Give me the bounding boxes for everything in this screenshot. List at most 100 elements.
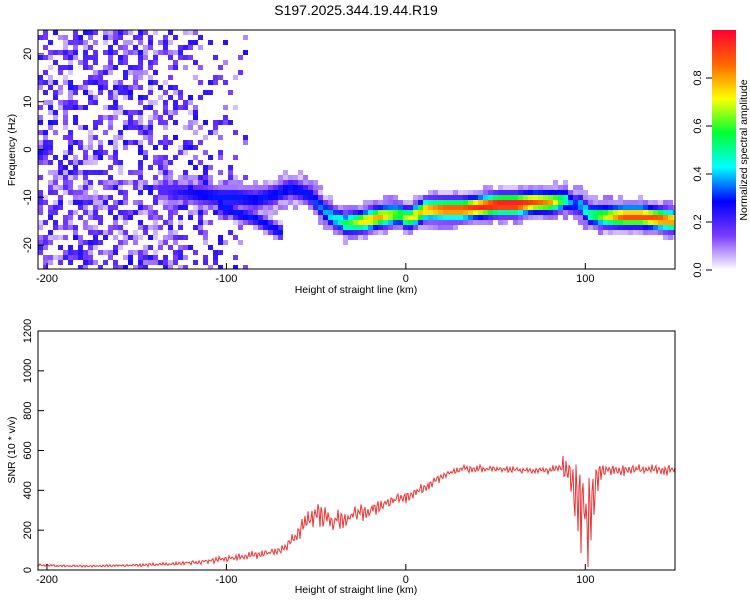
spectrogram-cell: [358, 230, 363, 235]
spectrogram-cell: [103, 65, 108, 70]
spectrogram-cell: [128, 40, 133, 45]
spectrogram-cell: [38, 225, 43, 230]
spectrogram-cell: [228, 165, 233, 170]
spectrogram-cell: [198, 215, 203, 220]
spectrogram-cell: [673, 205, 675, 210]
spectrogram-cell: [603, 220, 608, 225]
spectrogram-cell: [258, 210, 263, 215]
spectrogram-cell: [138, 185, 143, 190]
spectrogram-cell: [168, 75, 173, 80]
spectrogram-cell: [163, 235, 168, 240]
spectrogram-cell: [123, 240, 128, 245]
spectrogram-cell: [443, 200, 448, 205]
spectrogram-cell: [113, 105, 118, 110]
spectrogram-cell: [573, 185, 578, 190]
spectrogram-cell: [148, 190, 153, 195]
spectrogram-cell: [83, 255, 88, 260]
spectrogram-cell: [48, 75, 53, 80]
spectrogram-cell: [663, 210, 668, 215]
spectrogram-cell: [613, 230, 618, 235]
spectrogram-cell: [658, 230, 663, 235]
spectrogram-cell: [163, 40, 168, 45]
spectrogram-cell: [593, 215, 598, 220]
spectrogram-cell: [568, 195, 573, 200]
spectrogram-cell: [243, 265, 248, 269]
spectrogram-cell: [273, 230, 278, 235]
spectrogram-cell: [428, 200, 433, 205]
spectrogram-cell: [98, 215, 103, 220]
spectrogram-cell: [68, 55, 73, 60]
colorbar-tick-label: 0.8: [692, 70, 704, 85]
spectrogram-cell: [68, 260, 73, 265]
spectrogram-cell: [108, 45, 113, 50]
spectrogram-cell: [673, 210, 675, 215]
spectrogram-cell: [443, 195, 448, 200]
spectrogram-cell: [78, 200, 83, 205]
spectrogram-cell: [43, 70, 48, 75]
spectrogram-cell: [213, 80, 218, 85]
spectrogram-cell: [48, 55, 53, 60]
spectrogram-cell: [533, 200, 538, 205]
spectrogram-cell: [68, 160, 73, 165]
spectrogram-cell: [183, 180, 188, 185]
spectrogram-cell: [393, 210, 398, 215]
spectrogram-cell: [453, 195, 458, 200]
spectrogram-cell: [313, 210, 318, 215]
spectrogram-cell: [68, 210, 73, 215]
spectrogram-cell: [123, 220, 128, 225]
spectrogram-cell: [253, 180, 258, 185]
spectrogram-cell: [153, 175, 158, 180]
spectrogram-cells: [38, 30, 675, 269]
spectrogram-cell: [158, 215, 163, 220]
spectrogram-cell: [53, 190, 58, 195]
spectrogram-cell: [98, 115, 103, 120]
spectrogram-cell: [663, 220, 668, 225]
spectrogram-cell: [98, 80, 103, 85]
spectrogram-cell: [98, 205, 103, 210]
spectrogram-cell: [533, 215, 538, 220]
spectrogram-cell: [493, 205, 498, 210]
spectrogram-cell: [198, 80, 203, 85]
spectrogram-cell: [128, 120, 133, 125]
spectrogram-cell: [153, 30, 158, 35]
spectrogram-cell: [213, 200, 218, 205]
spectrogram-cell: [208, 90, 213, 95]
spectrogram-cell: [333, 220, 338, 225]
spectrogram-cell: [288, 185, 293, 190]
spectrogram-cell: [163, 240, 168, 245]
spectrogram-cell: [103, 180, 108, 185]
spectrogram-cell: [138, 160, 143, 165]
spectrogram-cell: [233, 220, 238, 225]
spectrogram-cell: [653, 230, 658, 235]
spectrogram-cell: [83, 260, 88, 265]
spectrogram-cell: [573, 205, 578, 210]
spectrogram-cell: [123, 215, 128, 220]
spectrogram-cell: [268, 210, 273, 215]
spectrogram-cell: [148, 165, 153, 170]
spectrogram-cell: [118, 135, 123, 140]
spectrogram-cell: [163, 105, 168, 110]
spectrogram-cell: [63, 150, 68, 155]
spectrogram-cell: [218, 240, 223, 245]
spectrogram-cell: [108, 50, 113, 55]
spectrogram-cell: [468, 195, 473, 200]
colorbar-tick-label: 0.2: [692, 214, 704, 229]
spectrogram-cell: [298, 170, 303, 175]
spectrogram-cell: [363, 220, 368, 225]
spectrogram-cell: [563, 210, 568, 215]
spectrogram-cell: [213, 250, 218, 255]
spectrogram-cell: [118, 170, 123, 175]
spectrogram-cell: [113, 200, 118, 205]
spectrogram-cell: [203, 165, 208, 170]
spectrogram-cell: [278, 180, 283, 185]
spectrogram-cell: [238, 220, 243, 225]
spectrogram-cell: [518, 215, 523, 220]
spectrogram-cell: [153, 100, 158, 105]
spectrogram-cell: [173, 185, 178, 190]
spectrogram-cell: [458, 220, 463, 225]
spectrogram-cell: [88, 255, 93, 260]
spectrogram-cell: [83, 170, 88, 175]
spectrogram-cell: [313, 190, 318, 195]
spectrogram-cell: [158, 115, 163, 120]
spectrogram-cell: [433, 225, 438, 230]
